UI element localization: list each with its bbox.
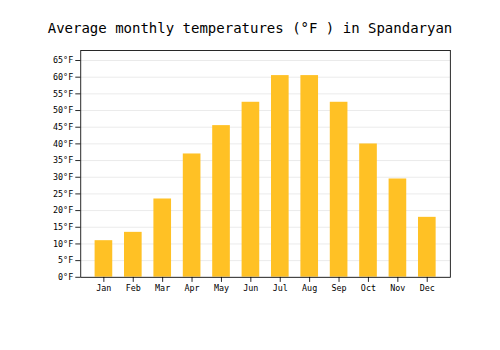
svg-text:10°F: 10°F — [53, 239, 73, 249]
svg-text:40°F: 40°F — [53, 139, 73, 149]
svg-text:0°F: 0°F — [58, 272, 73, 282]
svg-text:60°F: 60°F — [53, 72, 73, 82]
svg-text:Oct: Oct — [361, 283, 376, 293]
svg-text:15°F: 15°F — [53, 222, 73, 232]
svg-text:Jul: Jul — [273, 283, 288, 293]
svg-text:35°F: 35°F — [53, 155, 73, 165]
svg-text:Jun: Jun — [243, 283, 258, 293]
svg-text:65°F: 65°F — [53, 55, 73, 65]
html-text:Average monthly temperatures (: Average monthly temperatures (°F ) in Sp… — [47, 20, 453, 36]
svg-text:30°F: 30°F — [53, 172, 73, 182]
svg-text:5°F: 5°F — [58, 255, 73, 265]
svg-text:Feb: Feb — [126, 283, 141, 293]
svg-text:20°F: 20°F — [53, 205, 73, 215]
svg-text:Sep: Sep — [331, 283, 346, 293]
svg-text:Apr: Apr — [184, 283, 199, 293]
svg-text:Dec: Dec — [420, 283, 435, 293]
svg-text:Jan: Jan — [96, 283, 111, 293]
svg-text:50°F: 50°F — [53, 105, 73, 115]
svg-text:55°F: 55°F — [53, 89, 73, 99]
svg-text:45°F: 45°F — [53, 122, 73, 132]
svg-text:25°F: 25°F — [53, 189, 73, 199]
svg-text:Nov: Nov — [390, 283, 405, 293]
svg-text:Aug: Aug — [302, 283, 317, 293]
svg-text:May: May — [214, 283, 229, 293]
svg-text:Mar: Mar — [155, 283, 170, 293]
